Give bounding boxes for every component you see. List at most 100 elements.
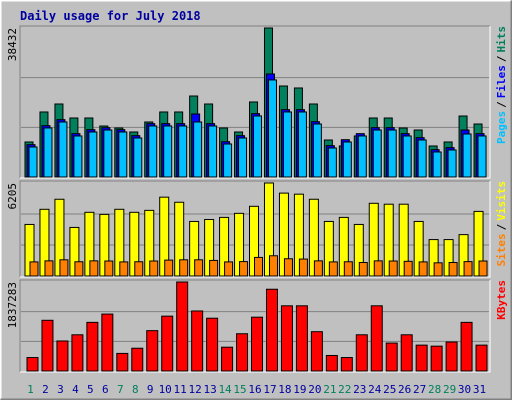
plot-frame <box>20 181 491 278</box>
bar <box>251 316 264 372</box>
bar <box>253 115 263 178</box>
bar <box>221 346 234 372</box>
bar <box>430 345 443 372</box>
bar <box>460 321 473 372</box>
y-tick-label: 38432 <box>6 28 19 61</box>
bar <box>146 330 159 372</box>
bar <box>88 131 98 178</box>
x-tick-label: 3 <box>57 383 64 396</box>
bar <box>328 261 338 277</box>
legend-separator: / <box>495 223 508 230</box>
legend-separator: / <box>495 101 508 108</box>
legend: Pages / Files / Hits <box>495 26 508 144</box>
x-tick-label: 9 <box>147 383 154 396</box>
x-tick-label: 5 <box>87 383 94 396</box>
bar <box>477 135 487 178</box>
bar <box>400 334 413 372</box>
bar <box>463 261 473 277</box>
x-tick-label: 18 <box>278 383 291 396</box>
bar <box>56 340 69 372</box>
legend-entry: Files <box>495 65 508 98</box>
plot-frame <box>20 280 491 373</box>
legend-entry: KBytes <box>495 280 508 320</box>
bar <box>148 125 158 178</box>
bar <box>58 121 68 178</box>
bar <box>43 127 53 178</box>
bar <box>26 357 39 372</box>
legend-entry: Sites <box>495 233 508 266</box>
legend: Sites / Visits <box>495 181 508 267</box>
bar <box>191 310 204 372</box>
bar <box>313 260 323 277</box>
x-tick-label: 30 <box>458 383 471 396</box>
bar <box>297 111 307 178</box>
bar <box>176 281 189 372</box>
bar <box>357 135 367 178</box>
bar <box>445 341 458 372</box>
bar <box>103 129 113 178</box>
bar <box>163 125 173 178</box>
bar <box>178 125 188 178</box>
bar <box>224 261 234 277</box>
plot-frame <box>19 279 490 372</box>
bar <box>179 259 189 277</box>
bar <box>417 139 427 178</box>
bar <box>206 317 219 372</box>
x-tick-label: 28 <box>428 383 441 396</box>
bar <box>59 259 69 277</box>
x-tick-label: 31 <box>473 383 486 396</box>
bar <box>340 357 353 372</box>
x-tick-label: 20 <box>308 383 321 396</box>
bar <box>208 125 218 178</box>
bar <box>283 258 293 277</box>
x-tick-label: 22 <box>338 383 351 396</box>
x-tick-label: 24 <box>368 383 382 396</box>
bar <box>71 334 84 372</box>
bar <box>265 288 278 372</box>
x-tick-label: 2 <box>42 383 49 396</box>
x-tick-label: 11 <box>174 383 187 396</box>
x-tick-label: 25 <box>383 383 396 396</box>
x-tick-label: 13 <box>203 383 216 396</box>
bar <box>118 131 128 178</box>
legend-separator: / <box>495 55 508 62</box>
bar <box>89 260 99 277</box>
bar <box>310 331 323 372</box>
x-tick-label: 21 <box>323 383 336 396</box>
bar <box>44 260 54 277</box>
legend-entry: Pages <box>495 111 508 144</box>
legend-entry: Hits <box>495 26 508 53</box>
x-tick-label: 27 <box>413 383 426 396</box>
bar <box>282 111 292 178</box>
bar <box>478 260 488 277</box>
bar <box>116 352 129 372</box>
x-tick-label: 4 <box>72 383 79 396</box>
bar <box>370 305 383 372</box>
bar <box>238 137 248 178</box>
bar <box>403 260 413 277</box>
bar <box>325 354 338 372</box>
bar <box>280 305 293 372</box>
bar <box>415 344 428 372</box>
bar <box>343 261 353 277</box>
bar <box>433 262 443 277</box>
bar <box>268 255 278 277</box>
bar <box>28 146 38 178</box>
bar <box>475 344 488 372</box>
bar <box>193 121 203 178</box>
bar <box>101 313 114 372</box>
bar <box>358 262 368 277</box>
bar <box>402 135 412 178</box>
x-tick-label: 26 <box>398 383 411 396</box>
plot-frame <box>20 26 491 179</box>
bar <box>448 262 458 277</box>
bar <box>133 137 143 178</box>
x-tick-label: 17 <box>263 383 276 396</box>
bar <box>86 321 99 372</box>
bar <box>223 143 233 178</box>
x-tick-label: 12 <box>189 383 202 396</box>
x-tick-label: 19 <box>293 383 306 396</box>
y-tick-label: 6205 <box>6 183 19 210</box>
